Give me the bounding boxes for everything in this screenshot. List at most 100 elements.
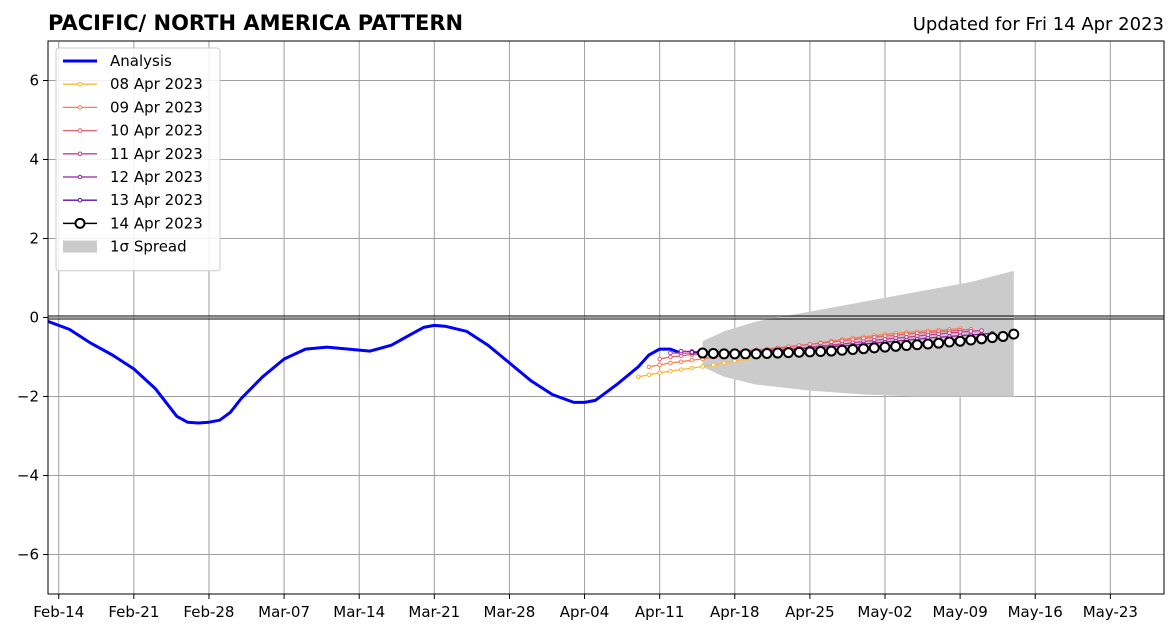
x-tick-label: May-23 — [1083, 603, 1138, 621]
forecast-point — [721, 360, 727, 366]
forecast-point — [965, 334, 977, 346]
legend-label: 09 Apr 2023 — [110, 98, 203, 116]
forecast-point — [911, 339, 923, 351]
legend-item: 11 Apr 2023 — [63, 145, 203, 163]
forecast-point — [772, 347, 784, 359]
legend-label: 1σ Spread — [110, 238, 187, 256]
forecast-point — [825, 345, 837, 357]
y-tick-label: 2 — [29, 230, 39, 248]
forecast-point — [697, 347, 709, 359]
legend-item: 13 Apr 2023 — [63, 191, 203, 209]
legend-label: 08 Apr 2023 — [110, 75, 203, 93]
x-tick-label: Mar-14 — [333, 603, 385, 621]
forecast-point — [868, 342, 880, 354]
series-7 — [697, 328, 1020, 360]
forecast-point — [668, 360, 673, 366]
y-tick-label: −4 — [17, 467, 39, 485]
legend-item: 12 Apr 2023 — [63, 168, 203, 186]
forecast-point — [750, 348, 762, 360]
forecast-point — [847, 343, 859, 355]
x-tick-label: May-09 — [932, 603, 987, 621]
forecast-point — [793, 346, 805, 358]
legend-item: Analysis — [63, 52, 172, 70]
legend-item: 1σ Spread — [63, 238, 187, 256]
forecast-point — [943, 336, 955, 348]
y-tick-label: −2 — [17, 388, 39, 406]
forecast-point — [711, 362, 716, 368]
forecast-point — [635, 374, 641, 380]
forecast-point — [732, 358, 738, 364]
plot-area: Feb-14 Feb-21 Feb-28 Mar-07 Mar-14 Mar-21 Mar-… — [17, 40, 1165, 621]
forecast-point — [668, 350, 673, 356]
chart-title: PACIFIC/ NORTH AMERICA PATTERN — [48, 11, 463, 35]
forecast-point — [657, 370, 662, 376]
forecast-point — [1008, 328, 1020, 340]
forecast-point — [678, 348, 684, 354]
x-tick-label: Feb-14 — [33, 603, 84, 621]
legend-label: Analysis — [110, 52, 172, 70]
x-tick-label: Mar-07 — [258, 603, 310, 621]
forecast-point — [668, 368, 673, 374]
forecast-point — [657, 356, 662, 362]
forecast-point — [678, 359, 684, 365]
x-tick-label: May-16 — [1008, 603, 1063, 621]
forecast-point — [707, 347, 719, 359]
legend-label: 13 Apr 2023 — [110, 191, 203, 209]
legend-item: 08 Apr 2023 — [63, 75, 203, 93]
forecast-point — [689, 349, 695, 355]
y-tick-label: 6 — [29, 72, 39, 90]
legend: Analysis 08 Apr 2023 09 Apr 2023 10 Apr 202… — [55, 47, 221, 272]
forecast-point — [700, 364, 705, 369]
forecast-point — [678, 367, 684, 372]
legend-marker — [77, 197, 83, 203]
forecast-point — [761, 347, 773, 359]
legend-label: 10 Apr 2023 — [110, 122, 203, 140]
forecast-point — [976, 333, 988, 345]
legend-label: 11 Apr 2023 — [110, 145, 203, 163]
forecast-point — [804, 346, 816, 358]
x-tick-label: Apr-25 — [785, 603, 835, 621]
x-tick-label: Mar-28 — [484, 603, 536, 621]
forecast-point — [836, 344, 848, 356]
legend-item: 10 Apr 2023 — [63, 122, 203, 140]
series-0 — [47, 319, 682, 425]
forecast-point — [646, 364, 652, 370]
forecast-point — [689, 365, 695, 371]
x-tick-label: Apr-18 — [710, 603, 760, 621]
legend-item: 09 Apr 2023 — [63, 98, 203, 116]
x-tick-label: Apr-04 — [560, 603, 610, 621]
legend-label: 14 Apr 2023 — [110, 214, 203, 232]
legend-marker — [77, 174, 83, 180]
forecast-point — [718, 348, 730, 360]
forecast-point — [858, 343, 870, 355]
x-tick-label: Apr-11 — [635, 603, 685, 621]
legend-marker — [77, 151, 83, 157]
forecast-point — [954, 335, 966, 347]
x-tick-label: Feb-21 — [108, 603, 159, 621]
y-tick-label: −6 — [17, 546, 39, 564]
x-tick-label: Mar-21 — [408, 603, 460, 621]
forecast-point — [890, 340, 902, 352]
legend-box — [55, 47, 221, 272]
forecast-point — [879, 341, 891, 353]
y-tick-label: 0 — [29, 309, 39, 327]
forecast-point — [922, 338, 934, 350]
legend-marker — [74, 217, 86, 229]
legend-swatch — [63, 240, 97, 253]
legend-marker — [77, 81, 83, 87]
legend-label: 12 Apr 2023 — [110, 168, 203, 186]
x-tick-label: May-02 — [857, 603, 912, 621]
forecast-point — [986, 332, 998, 344]
legend-marker — [77, 105, 83, 110]
forecast-point — [668, 354, 673, 360]
legend-marker — [77, 128, 83, 133]
y-tick-label: 4 — [29, 151, 39, 169]
legend-item: 14 Apr 2023 — [63, 214, 203, 232]
x-tick-label: Feb-28 — [183, 603, 234, 621]
forecast-point — [933, 337, 945, 349]
forecast-point — [729, 348, 741, 360]
forecast-point — [900, 340, 912, 352]
spread-band — [702, 270, 1014, 397]
forecast-point — [782, 347, 794, 359]
